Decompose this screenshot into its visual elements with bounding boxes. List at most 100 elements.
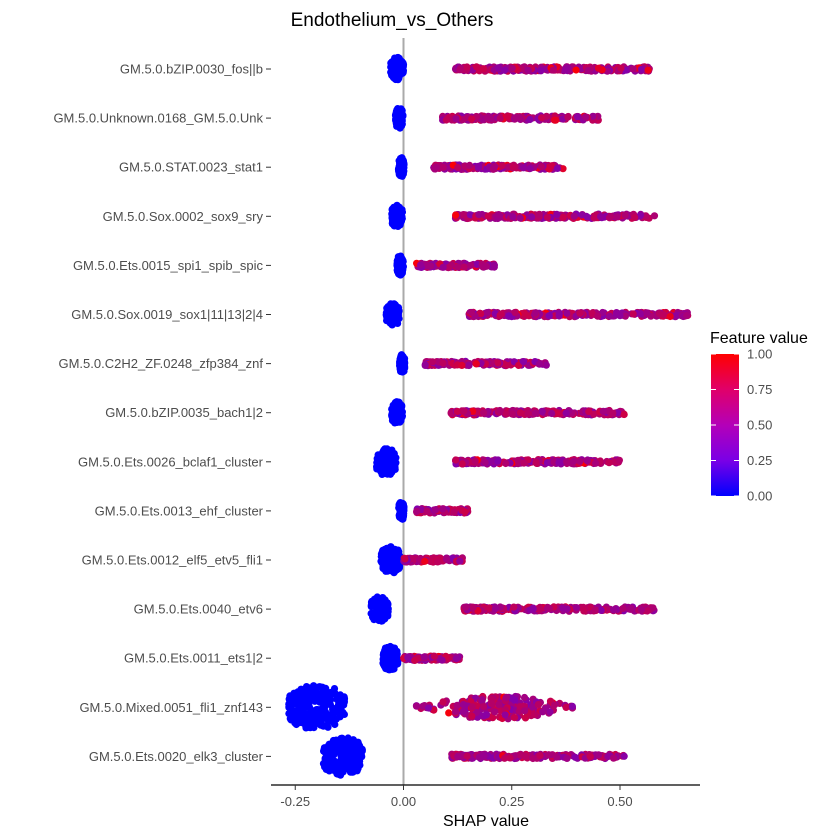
shap-point	[609, 409, 617, 417]
shap-point	[585, 408, 593, 416]
shap-point	[396, 172, 404, 180]
shap-point	[321, 703, 329, 711]
shap-point	[330, 685, 339, 693]
shap-point	[494, 359, 502, 367]
shap-point	[388, 210, 396, 218]
feature-label: GM.5.0.bZIP.0030_fos||b	[120, 62, 263, 77]
shap-point	[491, 162, 499, 170]
shap-point	[606, 312, 614, 320]
shap-point	[431, 506, 440, 514]
shap-point	[576, 457, 584, 465]
shap-point	[569, 457, 578, 465]
shap-point	[485, 604, 494, 612]
shap-point	[548, 409, 556, 418]
shap-point	[315, 717, 323, 726]
shap-point	[471, 457, 479, 465]
shap-point	[321, 692, 329, 701]
shap-point	[393, 116, 401, 124]
shap-point	[584, 67, 593, 75]
shap-point	[597, 606, 605, 615]
shap-point	[537, 67, 545, 75]
shap-point	[453, 407, 461, 416]
shap-point	[396, 401, 404, 409]
shap-point	[434, 558, 442, 566]
shap-point	[539, 708, 547, 716]
y-axis-labels: GM.5.0.bZIP.0030_fos||bGM.5.0.Unknown.01…	[53, 62, 263, 764]
shap-point	[397, 108, 405, 116]
shap-point	[504, 112, 512, 120]
feature-row-points	[388, 398, 628, 427]
shap-point	[502, 410, 510, 418]
shap-point	[416, 261, 425, 269]
shap-point	[481, 458, 489, 467]
shap-point	[576, 309, 584, 317]
shap-point	[467, 308, 475, 317]
feature-row-points	[373, 445, 624, 478]
shap-point	[627, 604, 635, 612]
feature-row-points	[367, 593, 658, 625]
shap-point	[468, 712, 476, 720]
shap-point	[286, 702, 295, 710]
shap-point	[390, 405, 398, 413]
shap-point	[636, 212, 644, 220]
shap-point	[371, 609, 379, 618]
shap-point	[292, 720, 300, 729]
shap-point	[516, 703, 524, 711]
shap-point	[480, 65, 488, 73]
shap-point	[583, 213, 591, 221]
shap-point	[421, 557, 429, 565]
shap-point	[613, 213, 621, 221]
shap-point	[456, 557, 464, 565]
shap-point	[520, 459, 528, 467]
shap-point	[534, 700, 542, 709]
shap-point	[511, 114, 520, 122]
shap-point	[397, 513, 405, 521]
feature-label: GM.5.0.Ets.0011_ets1|2	[124, 651, 263, 666]
shap-point	[545, 312, 553, 320]
shap-point	[548, 162, 556, 170]
shap-point	[430, 652, 439, 660]
shap-point	[591, 606, 599, 614]
shap-point	[501, 711, 509, 719]
shap-point	[508, 410, 516, 418]
shap-point	[643, 309, 651, 317]
shap-point	[531, 309, 539, 317]
shap-point	[505, 312, 513, 320]
shap-point	[315, 683, 323, 691]
shap-point	[482, 711, 490, 719]
shap-point	[399, 156, 407, 164]
shap-point	[620, 752, 628, 760]
shap-point	[495, 701, 503, 709]
shap-point	[295, 701, 303, 710]
shap-point	[617, 64, 625, 72]
shap-point	[340, 695, 349, 703]
shap-point	[615, 456, 624, 464]
shap-point	[395, 255, 403, 263]
shap-point	[496, 114, 504, 122]
shap-point	[490, 261, 498, 269]
shap-point	[330, 715, 338, 723]
feature-row-points	[319, 734, 628, 779]
shap-point	[637, 606, 646, 614]
shap-point	[321, 754, 329, 763]
x-tick-label: -0.25	[280, 794, 310, 809]
shap-point	[334, 703, 342, 711]
shap-point	[379, 452, 387, 460]
feature-row-points	[388, 201, 659, 230]
shap-point	[555, 312, 563, 320]
shap-point	[571, 753, 579, 761]
shap-point	[395, 210, 403, 218]
shap-point	[491, 605, 500, 613]
shap-point	[467, 261, 475, 269]
shap-point	[510, 696, 519, 704]
feature-row-points	[391, 105, 602, 132]
shap-point	[454, 263, 462, 271]
shap-point	[515, 361, 523, 369]
shap-point	[620, 410, 628, 419]
shap-point	[392, 454, 400, 462]
shap-point	[529, 754, 537, 763]
shap-point	[660, 311, 668, 319]
shap-point	[480, 752, 488, 760]
shap-point	[489, 714, 497, 722]
